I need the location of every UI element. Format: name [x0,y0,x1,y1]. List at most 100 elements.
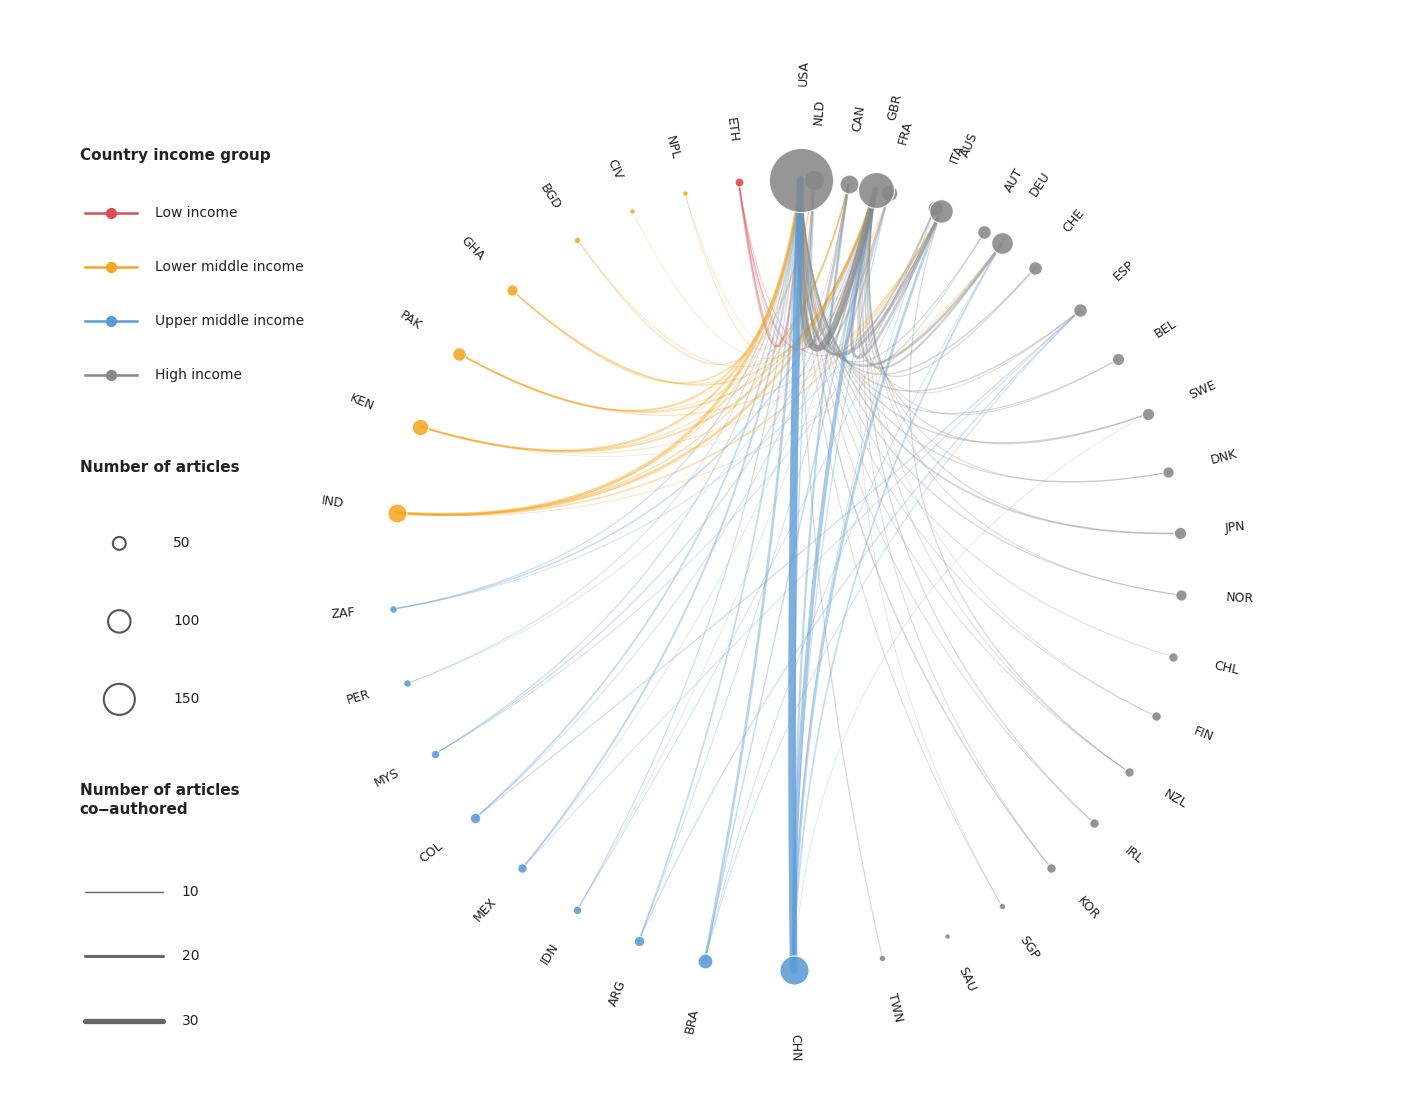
Text: AUS: AUS [958,131,980,159]
Text: SWE: SWE [1187,378,1218,401]
Point [1168,524,1191,542]
Point [924,199,947,217]
Text: DNK: DNK [1210,447,1240,467]
Text: Upper middle income: Upper middle income [154,314,304,328]
Point [109,691,131,709]
Text: CHL: CHL [1212,659,1240,678]
Text: TWN: TWN [885,992,905,1024]
Point [673,184,695,202]
Text: KEN: KEN [347,392,376,414]
Text: USA: USA [797,59,811,86]
Text: CIV: CIV [604,157,625,181]
Point [727,173,750,191]
Text: AUT: AUT [1002,167,1027,195]
Point [621,202,644,220]
Point [565,901,588,919]
Point [972,224,995,241]
Text: Country income group: Country income group [80,149,270,163]
Text: ESP: ESP [1111,258,1137,284]
Text: BEL: BEL [1152,316,1180,340]
Text: DEU: DEU [1028,170,1052,199]
Point [991,897,1014,915]
Text: GHA: GHA [458,234,487,263]
Text: COL: COL [417,840,446,865]
Text: CHN: CHN [788,1034,801,1062]
Text: PAK: PAK [397,309,424,333]
Text: 10: 10 [181,884,200,899]
Point [930,202,952,220]
Text: 50: 50 [173,537,191,550]
Text: BGD: BGD [538,181,564,211]
Point [1024,258,1047,276]
Text: MYS: MYS [373,766,401,790]
Text: ETH: ETH [724,116,740,143]
Text: ARG: ARG [607,978,628,1008]
Point [1144,708,1167,726]
Point [464,809,487,827]
Point [386,504,408,522]
Point [109,534,131,552]
Point [381,600,404,618]
Point [1070,301,1092,319]
Text: KOR: KOR [1074,894,1101,922]
Point [837,176,860,193]
Text: CAN: CAN [851,104,868,132]
Point [100,258,123,276]
Text: GBR: GBR [885,92,904,122]
Text: 100: 100 [173,615,200,628]
Point [100,203,123,221]
Text: 150: 150 [173,692,200,707]
Text: NOR: NOR [1225,591,1254,606]
Text: 30: 30 [181,1014,198,1027]
Point [408,418,431,436]
Point [1162,647,1185,665]
Point [511,860,534,878]
Point [693,953,715,970]
Text: 20: 20 [181,949,198,963]
Text: Number of articles: Number of articles [80,461,240,475]
Text: MEX: MEX [471,894,500,923]
Text: FIN: FIN [1192,724,1215,745]
Text: Lower middle income: Lower middle income [154,259,303,274]
Point [803,171,825,189]
Point [864,181,887,199]
Text: NLD: NLD [811,98,827,125]
Point [790,171,813,189]
Point [1137,405,1160,423]
Point [1118,764,1141,781]
Text: IDN: IDN [538,940,561,966]
Text: BRA: BRA [683,1007,701,1035]
Text: NPL: NPL [663,134,681,161]
Point [100,312,123,330]
Text: High income: High income [154,368,241,382]
Point [935,927,958,945]
Point [423,745,446,762]
Text: SAU: SAU [955,965,978,994]
Point [1107,350,1130,368]
Point [100,366,123,383]
Point [1040,860,1062,878]
Text: ZAF: ZAF [330,606,356,620]
Point [109,613,131,631]
Point [1082,814,1105,832]
Text: IND: IND [320,494,344,511]
Point [991,235,1014,253]
Text: ITA: ITA [947,143,967,165]
Point [565,230,588,248]
Point [783,960,805,978]
Point [1157,463,1180,481]
Text: Low income: Low income [154,206,237,220]
Point [448,344,471,362]
Point [627,932,650,950]
Text: NZL: NZL [1162,787,1190,811]
Point [501,282,524,300]
Text: CHE: CHE [1060,207,1087,235]
Text: SGP: SGP [1017,934,1041,961]
Text: JPN: JPN [1224,520,1247,536]
Text: Number of articles
co‒authored: Number of articles co‒authored [80,783,240,817]
Text: IRL: IRL [1122,844,1145,866]
Text: FRA: FRA [895,119,915,145]
Point [396,674,418,692]
Point [878,184,901,202]
Point [871,949,894,967]
